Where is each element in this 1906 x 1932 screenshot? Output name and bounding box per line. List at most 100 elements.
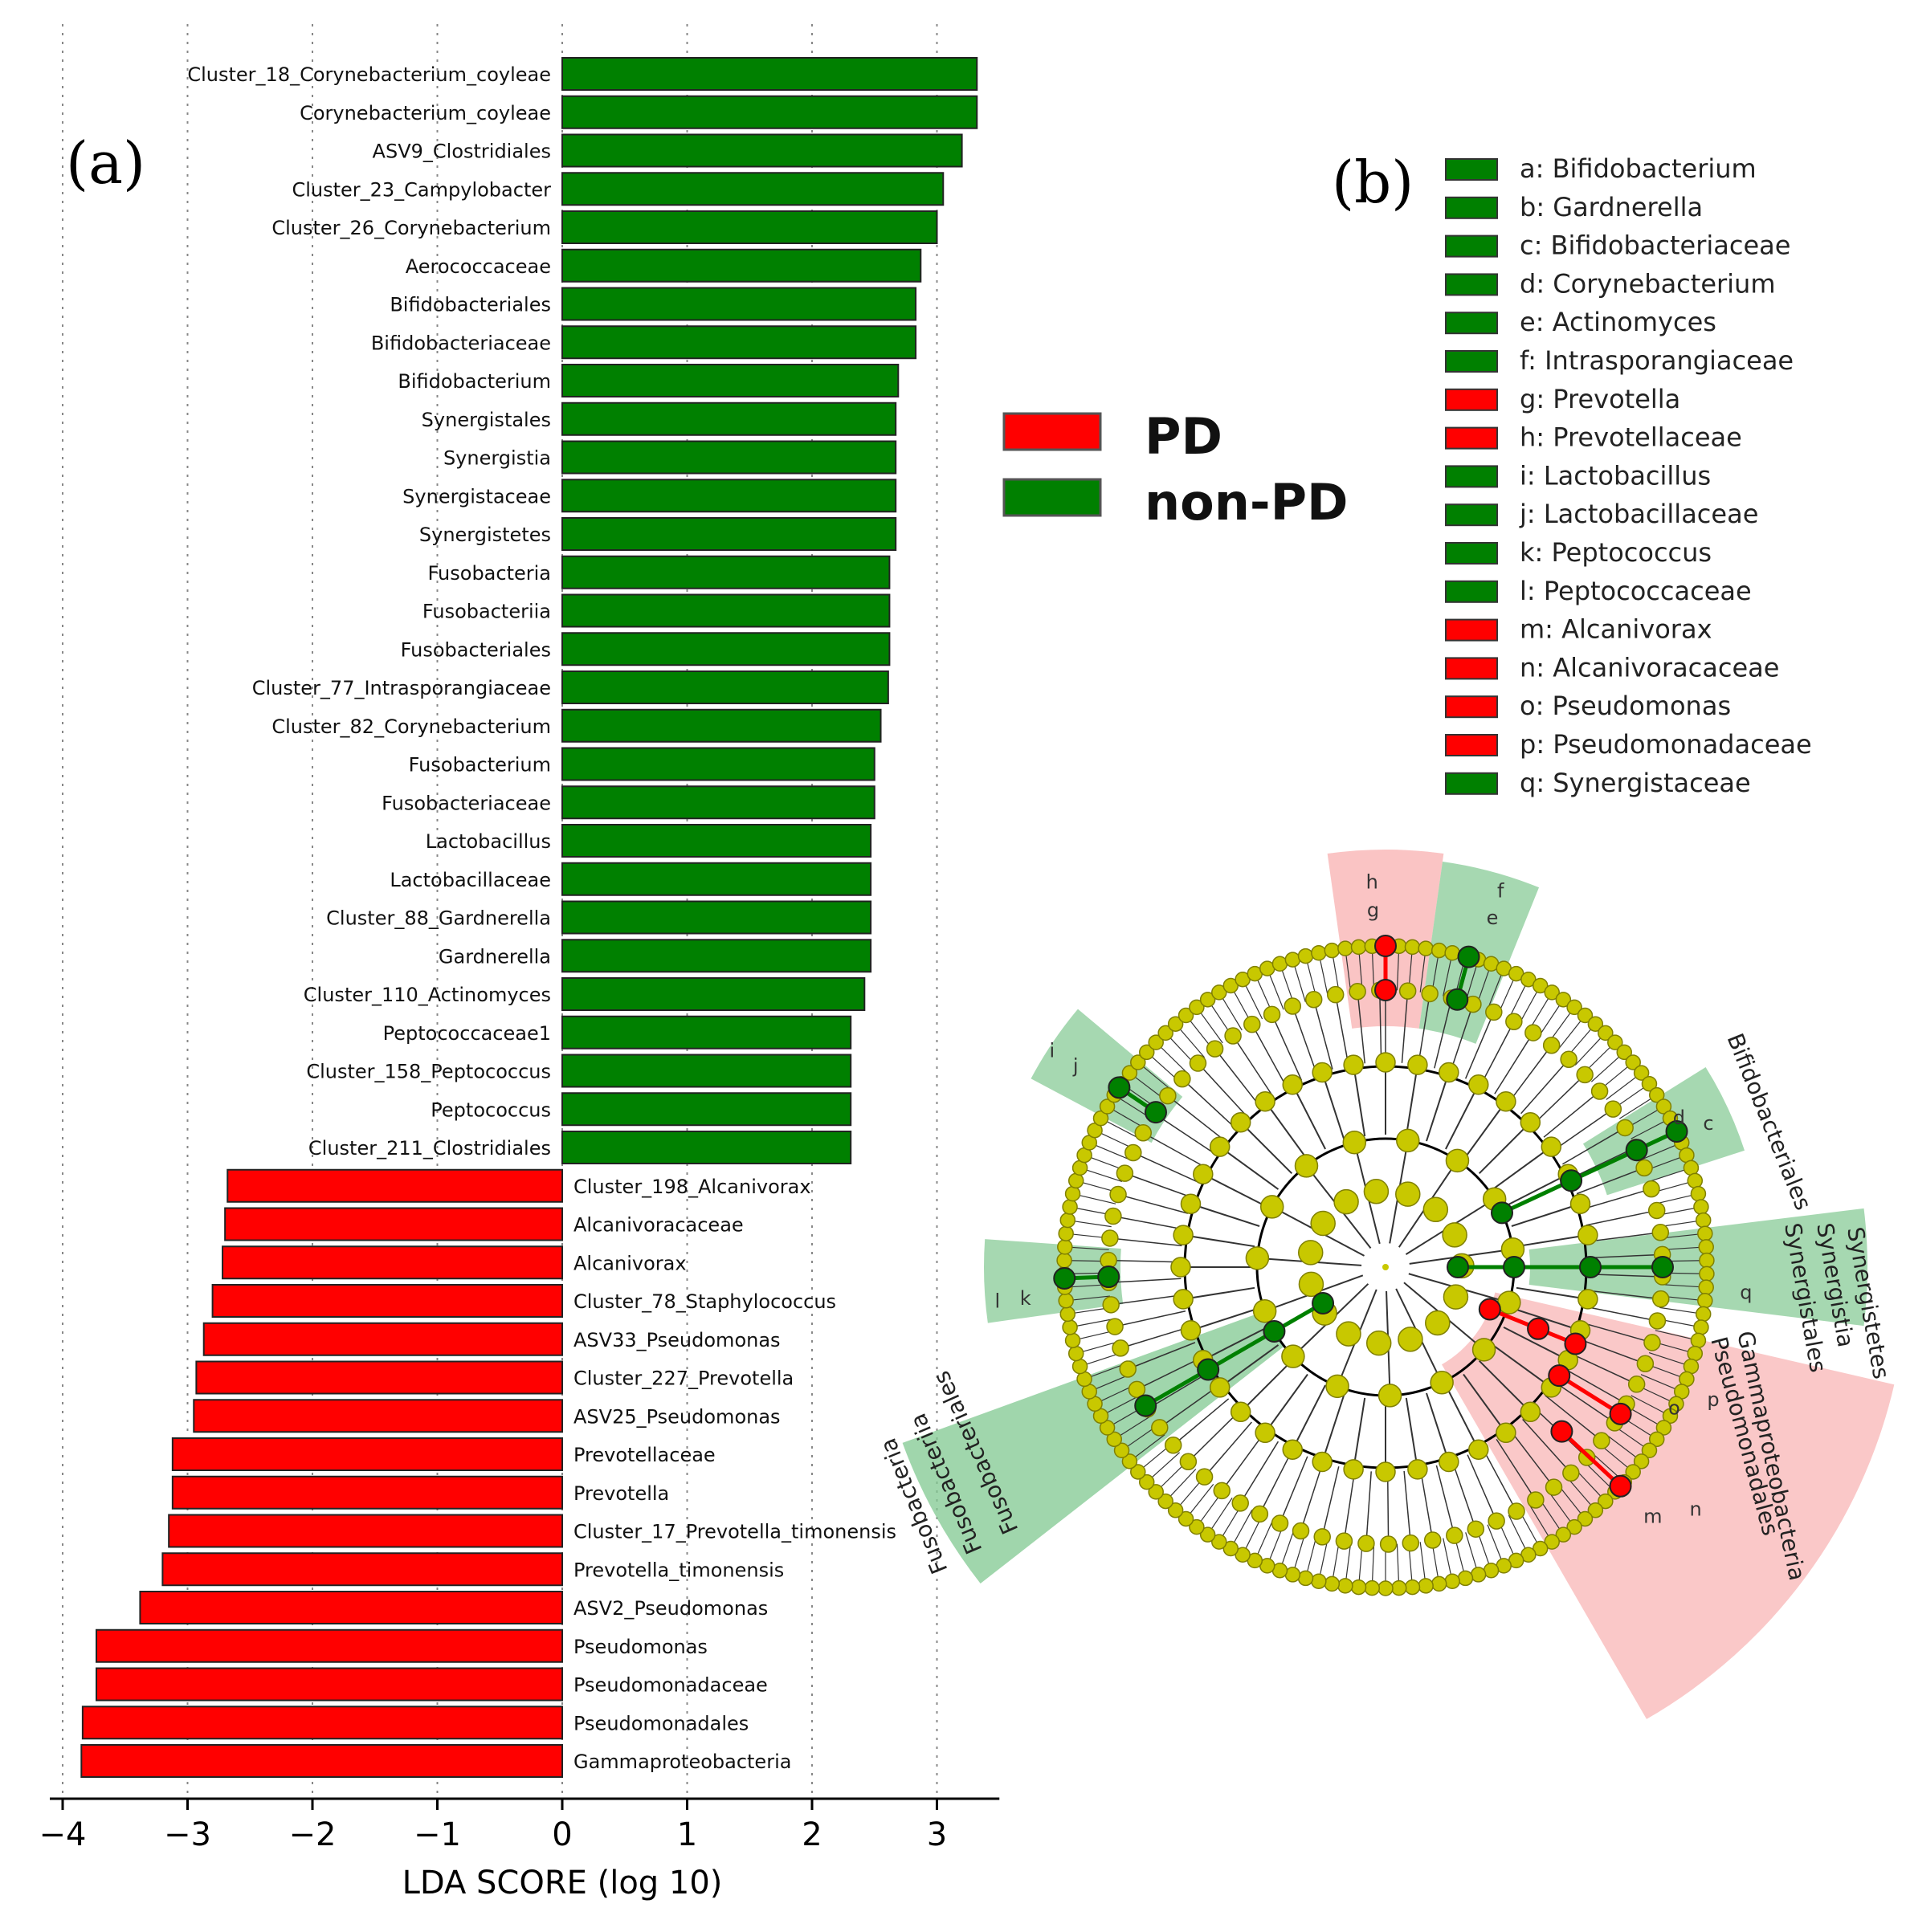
branch: [1343, 1469, 1356, 1542]
genus-node: [1542, 1036, 1561, 1054]
leaf-node: [1431, 1575, 1447, 1592]
branch: [1137, 1356, 1202, 1390]
branch: [1563, 1367, 1627, 1405]
genus-node: [1243, 1015, 1261, 1033]
bar: [561, 670, 889, 704]
x-axis: −4 −3 −2 −1 0 1 2 3: [39, 1797, 1000, 1853]
genus-node: [1112, 1339, 1129, 1357]
leaf-node: [1577, 1007, 1594, 1024]
bar: [81, 1706, 563, 1740]
biomarker-node: [1053, 1266, 1076, 1290]
branch: [1319, 1538, 1328, 1578]
branch: [1464, 1012, 1495, 1079]
clade-marker-letter: e: [1487, 907, 1499, 929]
genus-node: [1313, 1528, 1331, 1546]
branch: [1243, 1124, 1293, 1175]
genus-node: [1421, 984, 1439, 1003]
branch: [1463, 1373, 1504, 1430]
clade-marker-letter: g: [1367, 899, 1379, 921]
genus-node: [1102, 1296, 1120, 1314]
genus-node: [1643, 1334, 1661, 1351]
leaf-node: [1138, 1044, 1155, 1061]
leaf-node: [1148, 1034, 1164, 1050]
branch: [1543, 1090, 1601, 1138]
order-node: [1445, 1148, 1470, 1173]
bar-labels: Cluster_18_Corynebacterium_coyleae Coryne…: [187, 63, 896, 1773]
branch: [1419, 952, 1426, 992]
family-node: [1173, 1289, 1194, 1310]
leaf-node: [1059, 1212, 1076, 1229]
leaf-node: [1062, 1199, 1078, 1215]
bar: [561, 364, 900, 397]
biomarker-node: [1108, 1076, 1131, 1099]
genus-node: [1164, 1437, 1182, 1454]
family-node: [1496, 1422, 1516, 1444]
branch: [1104, 1119, 1141, 1139]
branch: [1188, 1484, 1214, 1516]
branch: [1243, 1359, 1293, 1410]
biomarker-branch: [1557, 1374, 1622, 1416]
leaf-node: [1177, 1510, 1194, 1527]
branch: [1293, 1087, 1326, 1150]
branch: [1545, 1395, 1602, 1441]
branch: [1435, 1465, 1455, 1536]
bar-label: Cluster_78_Staphylococcus: [573, 1290, 836, 1313]
clade-legend-swatch: [1445, 580, 1498, 603]
leaf-node: [1457, 1570, 1474, 1587]
class-node: [1297, 1240, 1324, 1266]
clade-marker-letter: o: [1668, 1396, 1680, 1419]
genus-node: [1593, 1432, 1610, 1449]
branch: [1232, 1035, 1274, 1097]
bar-label: Gardnerella: [439, 945, 551, 968]
bar-label: Gammaproteobacteria: [573, 1751, 791, 1773]
clade-legend-label: b: Gardnerella: [1520, 192, 1703, 222]
branch: [1293, 1384, 1326, 1447]
leaf-node: [1222, 1540, 1239, 1557]
genus-node: [1128, 1380, 1146, 1399]
genus-node: [1616, 1119, 1634, 1137]
family-node: [1468, 1439, 1489, 1460]
branch: [1659, 1220, 1700, 1228]
bar: [139, 1591, 564, 1624]
leaf-node: [1189, 999, 1205, 1016]
branch: [1631, 1395, 1667, 1415]
branch: [1570, 1353, 1637, 1385]
family-node: [1343, 1054, 1364, 1075]
clade-legend: a: Bifidobacterium b: Gardnerella c: Bifid…: [1445, 153, 1812, 798]
clade-legend-swatch: [1445, 273, 1498, 296]
order-node: [1281, 1344, 1305, 1368]
branch: [1554, 1381, 1615, 1424]
branch: [1141, 1064, 1173, 1091]
genus-node: [1109, 1185, 1127, 1204]
clade-marker-letter: l: [995, 1290, 1001, 1312]
genus-node: [1159, 1086, 1177, 1105]
branch: [1206, 1327, 1268, 1359]
bar-label: Cluster_198_Alcanivorax: [573, 1176, 811, 1198]
bar: [561, 479, 897, 513]
order-node: [1325, 1374, 1349, 1399]
bar: [171, 1437, 563, 1471]
branch: [1292, 1005, 1318, 1075]
genus-node: [1231, 1494, 1249, 1512]
branch: [1618, 1096, 1654, 1119]
branch: [1222, 1344, 1280, 1386]
bar-label: Lactobacillus: [426, 830, 551, 853]
clade-marker-letter: n: [1690, 1498, 1702, 1521]
leaf-node: [1648, 1431, 1665, 1448]
branch: [1084, 1168, 1123, 1182]
order-node: [1294, 1154, 1319, 1178]
x-tick-label: −2: [289, 1816, 337, 1853]
leaf-node: [1337, 940, 1353, 956]
leaf-node: [1099, 1420, 1116, 1436]
genus-node: [1213, 1482, 1231, 1500]
bar: [193, 1399, 563, 1433]
x-axis-title: LDA SCORE (log 10): [402, 1865, 723, 1901]
branch: [1518, 988, 1539, 1025]
leaf-node: [1297, 948, 1314, 964]
clade-legend-label: d: Corynebacterium: [1520, 268, 1776, 299]
bar: [561, 1131, 852, 1164]
bar-label: Prevotella: [573, 1482, 669, 1505]
branch: [1255, 1519, 1274, 1558]
clade-legend-swatch: [1445, 465, 1498, 488]
